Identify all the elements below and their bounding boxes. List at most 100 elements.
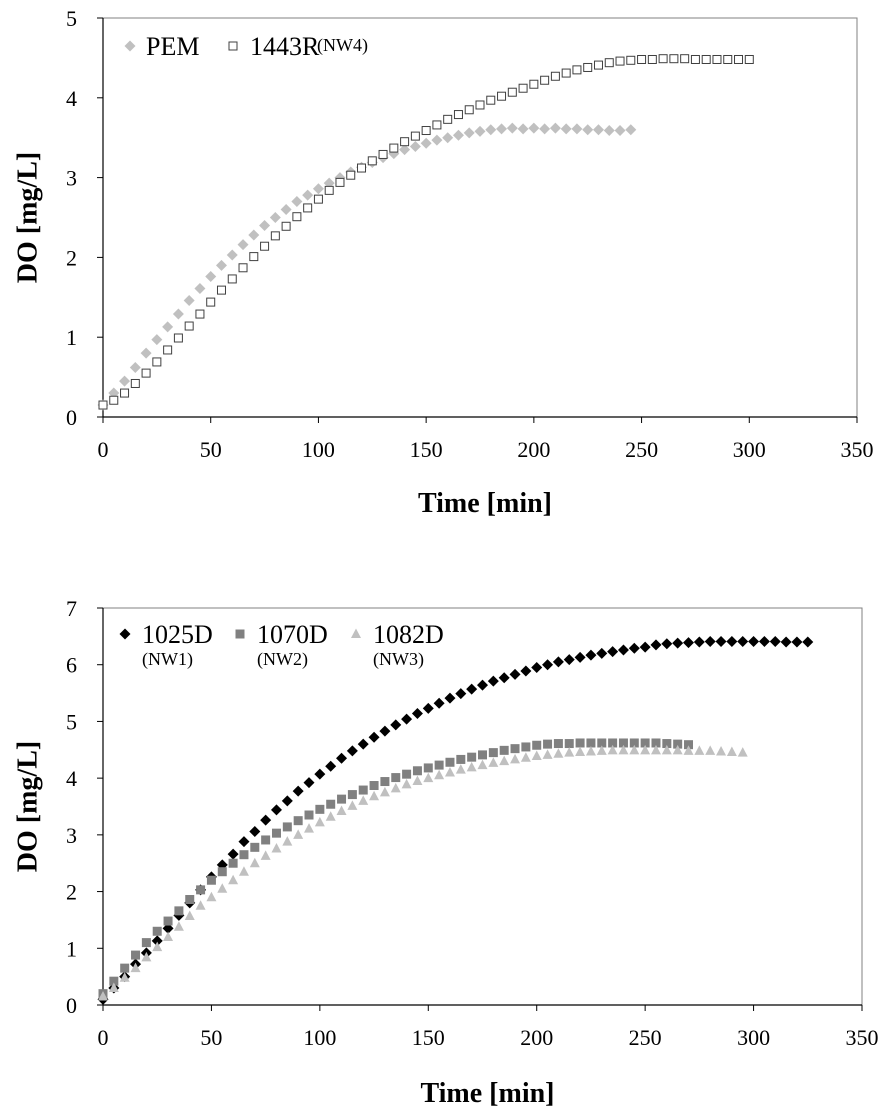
chart-bottom: 0 50 100 150 200 250 300 350 0 1 2 3 4 5 6 7 Time [min] D… [12,596,878,1109]
data-point [409,140,421,152]
data-point [162,922,174,934]
data-point [281,221,291,231]
data-point [705,745,716,755]
data-point [582,124,594,136]
legend-sublabel: (NW1) [142,649,193,670]
data-point [758,635,770,647]
data-point [173,921,184,931]
series-1025D [97,635,814,1005]
data-point [412,775,423,785]
data-point [206,875,216,885]
data-point [477,679,488,691]
data-point [173,333,183,343]
data-point [271,828,281,838]
data-point [520,665,532,677]
data-point [466,683,478,695]
data-point [337,794,347,804]
data-point [531,750,542,761]
data-point [542,749,553,759]
data-point [260,814,272,826]
data-point [748,635,760,647]
data-point [617,644,629,656]
data-point [151,334,163,346]
data-point [369,781,379,791]
plot-area [102,607,863,1006]
y-tick-label: 2 [66,880,77,905]
data-point [486,95,496,105]
data-point [281,795,293,807]
data-point [195,309,205,319]
data-point [346,745,358,757]
legend-sublabel: (NW3) [373,649,424,670]
data-point [98,400,108,410]
data-point [421,126,431,136]
data-point [292,212,302,222]
data-point [608,738,618,748]
data-point [456,754,466,764]
x-tick-label: 200 [520,1025,553,1050]
data-point [701,54,711,64]
data-point [151,935,163,947]
data-point [442,132,454,144]
data-point [226,249,238,261]
data-point [625,124,637,136]
data-point [734,54,744,64]
x-tick-label: 300 [733,437,766,462]
legend: 1025D(NW1) 1070D(NW2) 1082D(NW3) [119,620,444,670]
data-point [120,963,130,973]
data-point [485,124,497,136]
x-tick-label: 350 [841,437,874,462]
data-point [444,692,456,704]
data-point [401,713,413,725]
data-point [152,357,162,367]
legend: PEM 1443R(NW4) [124,32,368,61]
data-point [744,54,754,64]
data-point [217,867,227,877]
data-point [593,60,603,70]
data-point [119,375,131,387]
y-tick-label: 2 [66,245,77,270]
data-point [304,823,315,833]
data-point [183,294,195,306]
data-point [553,748,564,758]
data-point [553,739,563,749]
data-point [250,842,260,852]
data-point [140,347,152,359]
data-point [390,719,402,731]
y-tick-label: 0 [66,405,77,430]
x-axis-title: Time [min] [418,488,552,519]
series-PEM [97,122,637,411]
data-point [672,637,684,649]
data-point [249,857,260,868]
x-tick-label: 200 [517,437,550,462]
data-point [280,204,292,216]
data-point [163,916,173,926]
data-point [528,122,540,134]
data-point [651,738,661,748]
data-point [618,744,629,755]
y-tick-label: 4 [66,86,77,111]
data-point [521,742,531,752]
data-point [683,637,695,649]
data-point [379,725,391,737]
x-tick-label: 0 [98,437,109,462]
data-point [410,131,420,141]
y-tick-label: 5 [66,709,77,734]
data-point [422,702,434,714]
data-point [304,810,314,820]
data-point [259,219,271,231]
data-point [592,124,604,136]
y-tick-label: 6 [66,653,77,678]
data-point [141,938,151,948]
data-point [726,746,737,757]
data-point [539,123,551,135]
data-point [466,761,477,772]
y-axis-title: DO [mg/L] [12,152,43,283]
data-point [434,760,444,770]
data-point [464,105,474,115]
data-point [596,745,607,755]
data-point [769,635,781,647]
data-point [444,766,455,777]
data-point [249,252,259,262]
legend-marker [119,628,131,640]
